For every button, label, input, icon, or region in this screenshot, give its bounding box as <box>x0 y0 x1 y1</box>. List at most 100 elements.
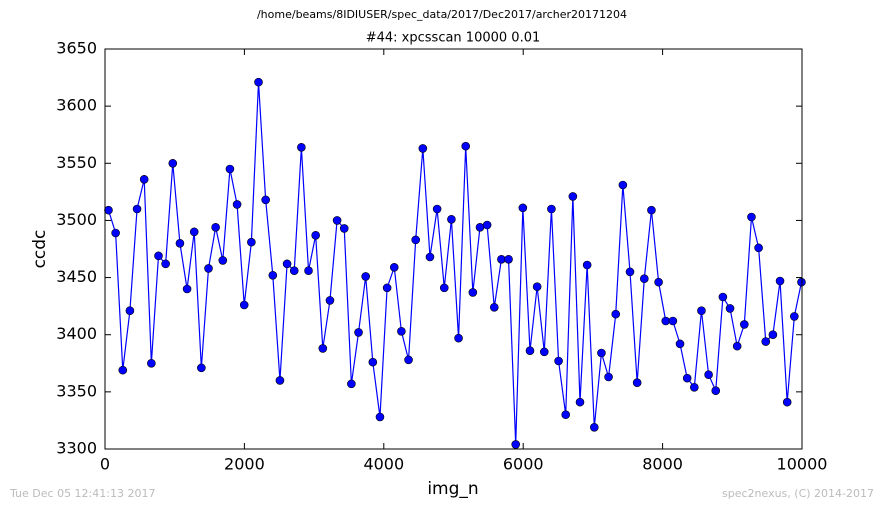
data-point <box>439 283 449 293</box>
data-point <box>297 142 306 152</box>
data-point <box>404 355 413 365</box>
data-point <box>154 251 163 261</box>
chart-title: #44: xpcsscan 10000 0.01 <box>366 31 541 46</box>
data-point <box>482 220 492 230</box>
x-axis-label: img_n <box>427 479 478 499</box>
data-point <box>382 283 392 293</box>
data-point <box>432 204 442 214</box>
data-point <box>354 328 363 337</box>
data-point <box>375 412 385 422</box>
data-point <box>468 288 478 297</box>
data-point <box>247 237 256 247</box>
x-tick-label: 4000 <box>363 455 404 474</box>
data-point <box>790 312 799 321</box>
data-point <box>161 259 170 269</box>
x-tick-label: 10000 <box>777 455 828 474</box>
data-point <box>475 222 485 232</box>
data-point <box>218 256 228 265</box>
data-point <box>718 292 728 302</box>
data-point <box>147 358 156 368</box>
data-point <box>497 254 506 264</box>
data-point <box>225 164 235 174</box>
data-point <box>318 344 328 353</box>
data-point <box>111 228 120 238</box>
data-point <box>561 410 571 420</box>
data-point <box>232 200 242 209</box>
plot-frame <box>104 48 803 450</box>
data-point <box>532 282 542 292</box>
data-point <box>539 347 549 357</box>
data-point <box>489 302 499 312</box>
data-point <box>661 316 671 326</box>
data-point <box>625 267 635 277</box>
data-point <box>690 382 699 392</box>
data-point <box>511 440 521 449</box>
data-point <box>754 243 763 253</box>
y-tick-label: 3550 <box>56 153 97 172</box>
credit: spec2nexus, (C) 2014-2017 <box>722 487 874 500</box>
data-point <box>311 230 320 240</box>
data-point <box>782 397 792 407</box>
data-point <box>304 266 313 276</box>
data-point <box>418 144 428 153</box>
x-tick-label: 6000 <box>503 455 544 474</box>
data-point <box>589 422 599 432</box>
y-tick-label: 3450 <box>56 267 97 286</box>
data-point <box>704 370 713 380</box>
y-tick-label: 3400 <box>56 324 97 343</box>
data-point <box>268 270 278 280</box>
data-point <box>389 262 399 272</box>
suptitle: /home/beams/8IDIUSER/spec_data/2017/Dec2… <box>257 8 627 21</box>
data-point <box>332 216 342 225</box>
data-point <box>347 379 356 389</box>
data-point <box>568 192 578 201</box>
data-point <box>204 264 213 273</box>
data-point <box>289 266 299 276</box>
data-point <box>504 254 513 264</box>
y-tick-label: 3300 <box>56 439 97 458</box>
data-line <box>107 82 803 445</box>
data-point <box>618 180 628 190</box>
data-point <box>361 272 370 281</box>
data-point <box>797 277 806 287</box>
data-point <box>640 274 649 284</box>
data-point <box>325 296 335 305</box>
data-point <box>368 357 378 367</box>
data-point <box>239 300 249 310</box>
data-point <box>747 212 756 222</box>
data-point <box>668 316 678 326</box>
y-tick-label: 3350 <box>56 381 97 400</box>
data-point <box>732 341 742 351</box>
data-point <box>425 252 435 262</box>
data-point <box>647 205 656 215</box>
data-point <box>518 203 528 213</box>
data-point <box>454 333 463 343</box>
data-point <box>597 348 606 358</box>
data-point <box>654 277 663 287</box>
data-point <box>740 320 749 329</box>
data-point <box>132 204 142 214</box>
data-point <box>547 204 556 214</box>
data-point <box>139 174 149 184</box>
data-point <box>725 304 735 313</box>
data-point <box>632 378 642 388</box>
data-point <box>104 205 113 215</box>
y-tick-label: 3600 <box>56 96 97 115</box>
y-tick-label: 3500 <box>56 210 97 229</box>
data-point <box>675 339 685 349</box>
data-point <box>168 158 178 168</box>
data-point <box>768 330 778 340</box>
data-point <box>611 309 621 319</box>
y-axis-label: ccdc <box>30 230 50 269</box>
data-point <box>525 346 535 356</box>
data-point <box>682 373 692 383</box>
data-point <box>211 222 220 232</box>
data-point <box>282 259 292 269</box>
data-point <box>711 386 721 396</box>
data-point <box>197 363 206 373</box>
data-point <box>554 356 563 366</box>
x-tick-label: 2000 <box>224 455 265 474</box>
data-point <box>182 284 192 294</box>
data-point <box>397 326 406 336</box>
